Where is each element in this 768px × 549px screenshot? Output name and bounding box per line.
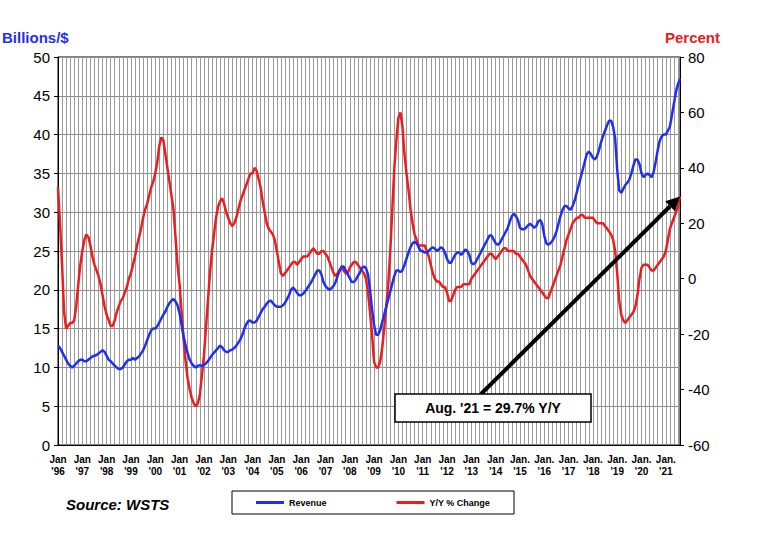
svg-text:0: 0 [42,437,50,454]
svg-text:'00: '00 [148,466,162,477]
svg-text:'03: '03 [221,466,235,477]
svg-text:50: 50 [33,49,50,66]
svg-text:'98: '98 [100,466,114,477]
svg-text:Jan: Jan [244,454,261,465]
svg-text:Jan: Jan [147,454,164,465]
svg-text:'15: '15 [513,466,527,477]
svg-text:Jan: Jan [268,454,285,465]
svg-text:Jan: Jan [122,454,139,465]
svg-text:Jan: Jan [365,454,382,465]
svg-text:'19: '19 [610,466,624,477]
svg-text:'13: '13 [465,466,479,477]
svg-text:Jan: Jan [341,454,358,465]
svg-text:'10: '10 [392,466,406,477]
svg-text:40: 40 [688,159,705,176]
svg-text:'05: '05 [270,466,284,477]
svg-text:'04: '04 [246,466,260,477]
svg-text:30: 30 [33,204,50,221]
svg-text:0: 0 [688,270,696,287]
svg-text:Jan: Jan [171,454,188,465]
svg-text:Jan.: Jan. [510,454,530,465]
svg-text:'11: '11 [416,466,429,477]
svg-text:'99: '99 [124,466,138,477]
svg-text:Jan: Jan [98,454,115,465]
svg-text:'06: '06 [294,466,308,477]
svg-text:'16: '16 [537,466,551,477]
svg-text:'18: '18 [586,466,600,477]
svg-text:'97: '97 [76,466,90,477]
svg-text:'12: '12 [440,466,454,477]
svg-text:'21: '21 [659,466,673,477]
svg-text:'96: '96 [51,466,65,477]
svg-text:Jan.: Jan. [583,454,603,465]
svg-text:Jan.: Jan. [631,454,651,465]
svg-text:Y/Y % Change: Y/Y % Change [430,498,490,508]
svg-text:Jan: Jan [438,454,455,465]
svg-text:Percent: Percent [665,29,720,46]
svg-text:'14: '14 [489,466,503,477]
svg-text:5: 5 [42,398,50,415]
svg-text:Jan: Jan [74,454,91,465]
svg-text:'01: '01 [173,466,187,477]
svg-text:Jan: Jan [317,454,334,465]
svg-text:Jan: Jan [487,454,504,465]
svg-text:'02: '02 [197,466,211,477]
svg-text:Aug. '21 = 29.7% Y/Y: Aug. '21 = 29.7% Y/Y [425,400,561,416]
svg-text:-20: -20 [688,326,710,343]
svg-text:'20: '20 [635,466,649,477]
svg-text:Jan: Jan [293,454,310,465]
svg-text:Jan: Jan [390,454,407,465]
svg-text:Billions/$: Billions/$ [2,29,69,46]
svg-text:'07: '07 [319,466,333,477]
svg-text:Revenue: Revenue [289,498,327,508]
svg-text:Jan.: Jan. [559,454,579,465]
svg-text:Jan.: Jan. [534,454,554,465]
svg-text:80: 80 [688,49,705,66]
svg-text:15: 15 [33,320,50,337]
svg-text:60: 60 [688,104,705,121]
svg-text:'08: '08 [343,466,357,477]
svg-text:Jan: Jan [220,454,237,465]
svg-text:'17: '17 [562,466,576,477]
svg-text:20: 20 [688,215,705,232]
svg-text:10: 10 [33,359,50,376]
svg-text:'09: '09 [367,466,381,477]
svg-text:Jan: Jan [49,454,66,465]
svg-text:35: 35 [33,165,50,182]
svg-text:Jan.: Jan. [656,454,676,465]
svg-text:45: 45 [33,87,50,104]
svg-text:-60: -60 [688,437,710,454]
svg-text:Jan: Jan [463,454,480,465]
svg-text:20: 20 [33,281,50,298]
svg-text:40: 40 [33,126,50,143]
svg-text:-40: -40 [688,381,710,398]
svg-text:Source: WSTS: Source: WSTS [66,496,169,513]
svg-text:Jan: Jan [414,454,431,465]
svg-text:Jan.: Jan. [607,454,627,465]
svg-text:Jan: Jan [195,454,212,465]
svg-text:25: 25 [33,243,50,260]
